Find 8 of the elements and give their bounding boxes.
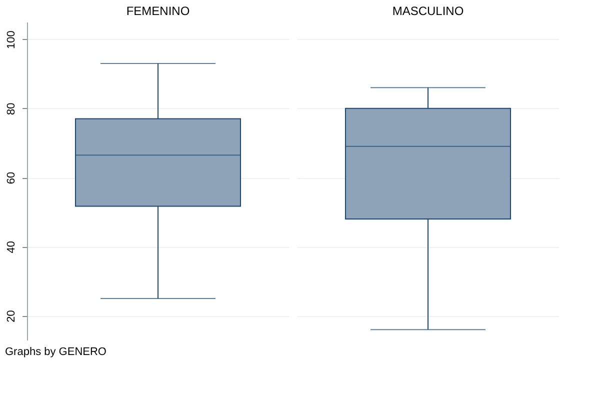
y-tick-label: 60	[6, 172, 18, 184]
y-tick-label: 20	[6, 310, 18, 322]
y-tick-label: 80	[6, 102, 18, 116]
x-tick-label: MASCULINO	[392, 4, 464, 18]
x-tick-label: FEMENINO	[126, 4, 190, 18]
y-tick-label: 40	[6, 241, 18, 254]
y-tick-label: 100	[6, 30, 18, 49]
text: Graphs by GENERO	[5, 346, 107, 358]
